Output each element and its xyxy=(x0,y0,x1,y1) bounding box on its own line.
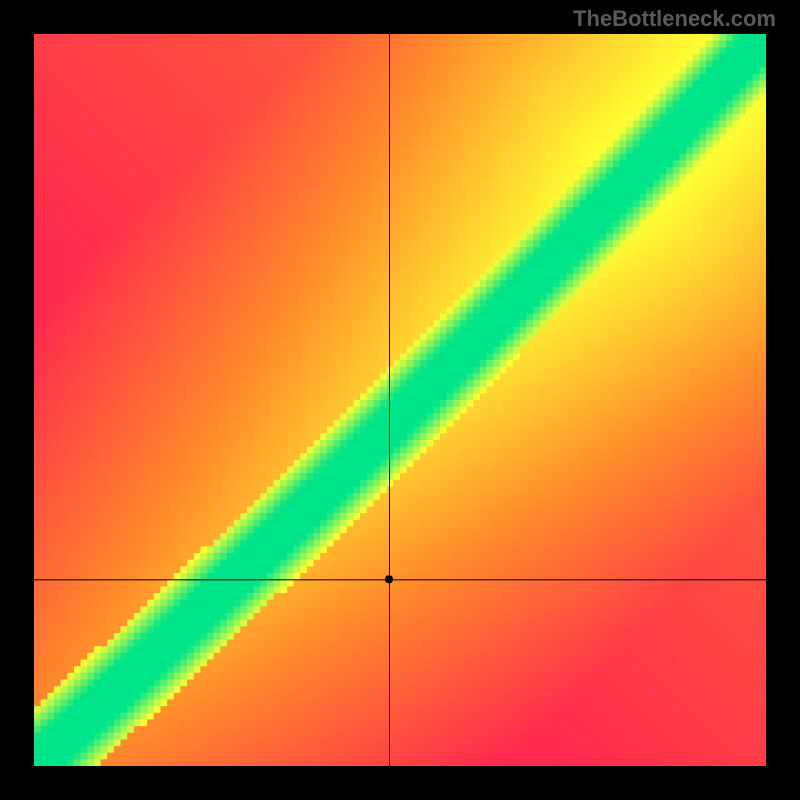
heatmap-chart xyxy=(34,34,766,766)
heatmap-canvas xyxy=(34,34,766,766)
watermark-text: TheBottleneck.com xyxy=(573,6,776,32)
